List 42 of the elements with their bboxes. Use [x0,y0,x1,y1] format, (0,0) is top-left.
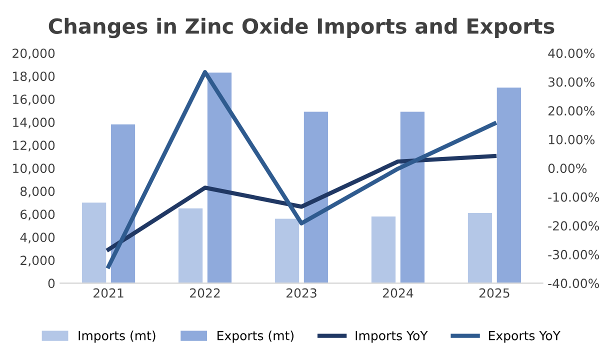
x-tick-label: 2022 [190,288,220,298]
bar [110,124,136,284]
y2-tick-label: 0.00% [548,164,587,174]
y-tick-label: 0 [48,278,55,288]
y2-tick-label: 20.00% [548,106,595,116]
bar [496,88,521,284]
y-tick-label: 10,000 [13,164,55,174]
y-tick-label: 12,000 [13,140,55,152]
y-tick-label: 8,000 [20,186,55,198]
x-tick-label: 2025 [479,288,510,298]
bar [82,202,106,284]
y2-tick-label: 10.00% [548,134,595,144]
chart-title: Changes in Zinc Oxide Imports and Exports [48,18,554,38]
x-tick-label: 2024 [382,288,414,298]
y2-tick-label: -30.00% [548,250,600,260]
y-tick-label: 6,000 [20,210,55,220]
y-tick-label: 18,000 [13,72,55,82]
y2-tick-label: 40.00% [548,48,595,58]
x-tick-label: 2021 [94,288,124,298]
y-tick-label: 2,000 [20,256,55,266]
y-tick-label: 4,000 [20,232,55,244]
legend-label: Imports YoY [356,331,428,343]
y2-tick-label: -40.00% [548,278,600,288]
y-tick-label: 20,000 [12,48,55,60]
bar [400,112,425,284]
y2-tick-label: 30.00% [548,77,595,87]
bar [274,218,300,284]
y-tick-label: 16,000 [13,94,55,106]
bar [304,112,328,284]
y2-tick-label: -10.00% [548,192,600,202]
bar [468,213,492,284]
legend-label: Exports YoY [489,331,560,343]
line-series [106,154,497,252]
bar [207,72,232,284]
bar [371,216,396,284]
legend-label: Imports (mt) [78,330,156,343]
x-tick-label: 2023 [286,288,316,298]
y2-tick-label: -20.00% [548,221,600,231]
line-series [106,70,497,269]
y-tick-label: 14,000 [13,118,55,128]
legend-label: Exports (mt) [218,330,294,343]
bar [178,208,203,284]
